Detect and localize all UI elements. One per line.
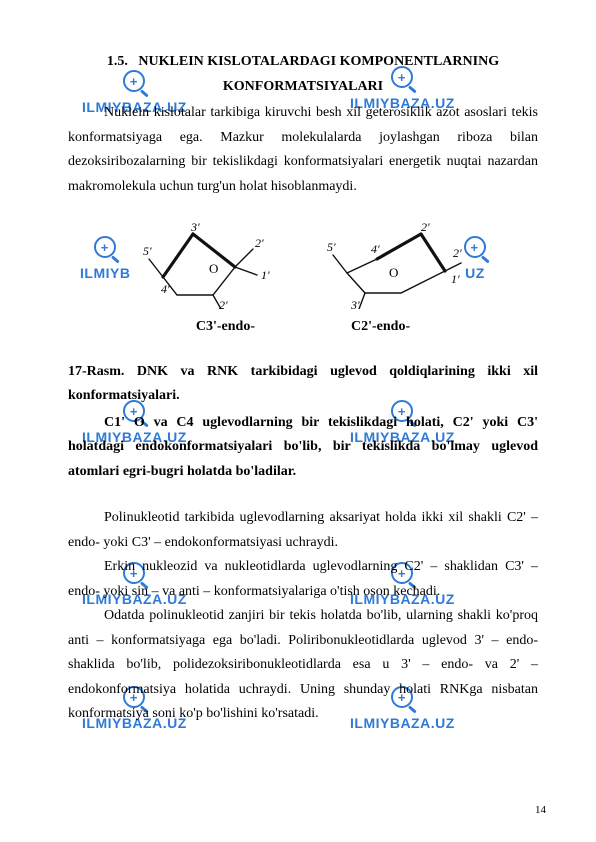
svg-text:2': 2' [453,246,462,260]
caption-right: C2'-endo- [351,315,410,340]
paragraph-1: Nuklein kislotalar tarkibiga kiruvchi be… [68,101,538,199]
svg-text:2': 2' [255,236,264,250]
figure-main-caption: 17-Rasm. DNK va RNK tarkibidagi uglevod … [68,360,538,409]
figure-c2-endo: O 5' 4' 2' 2' 1' 3' [321,219,471,309]
section-heading: 1.5. NUKLEIN KISLOTALARDAGI KOMPONENTLAR… [68,50,538,75]
paragraph-5: Odatda polinukleotid zanjiri bir tekis h… [68,604,538,727]
svg-text:1': 1' [451,272,460,286]
paragraph-4: Erkin nukleozid va nukleotidlarda uglevo… [68,555,538,604]
svg-text:3': 3' [190,220,200,234]
svg-text:5': 5' [327,240,336,254]
figure-captions: C3'-endo- C2'-endo- [68,315,538,340]
figure-row: O 5' 3' 2' 1' 4' 2' O [68,219,538,309]
page-number: 14 [535,801,546,820]
heading-title-1: NUKLEIN KISLOTALARDAGI KOMPONENTLARNING [138,50,499,75]
svg-text:O: O [209,261,218,276]
caption-left: C3'-endo- [196,315,255,340]
paragraph-3: Polinukleotid tarkibida uglevodlarning a… [68,506,538,555]
svg-text:3': 3' [350,298,360,309]
svg-text:5': 5' [143,244,152,258]
svg-text:4': 4' [161,282,170,296]
heading-title-2: KONFORMATSIYALARI [223,75,383,100]
svg-text:4': 4' [371,242,380,256]
section-heading-line2: KONFORMATSIYALARI [68,75,538,100]
heading-number: 1.5. [107,50,128,75]
svg-text:O: O [389,265,398,280]
figure-c3-endo: O 5' 3' 2' 1' 4' 2' [135,219,285,309]
paragraph-2: C1' O va C4 uglevodlarning bir tekislikd… [68,411,538,485]
svg-text:1': 1' [261,268,270,282]
svg-text:2': 2' [421,220,430,234]
svg-text:2': 2' [219,298,228,309]
